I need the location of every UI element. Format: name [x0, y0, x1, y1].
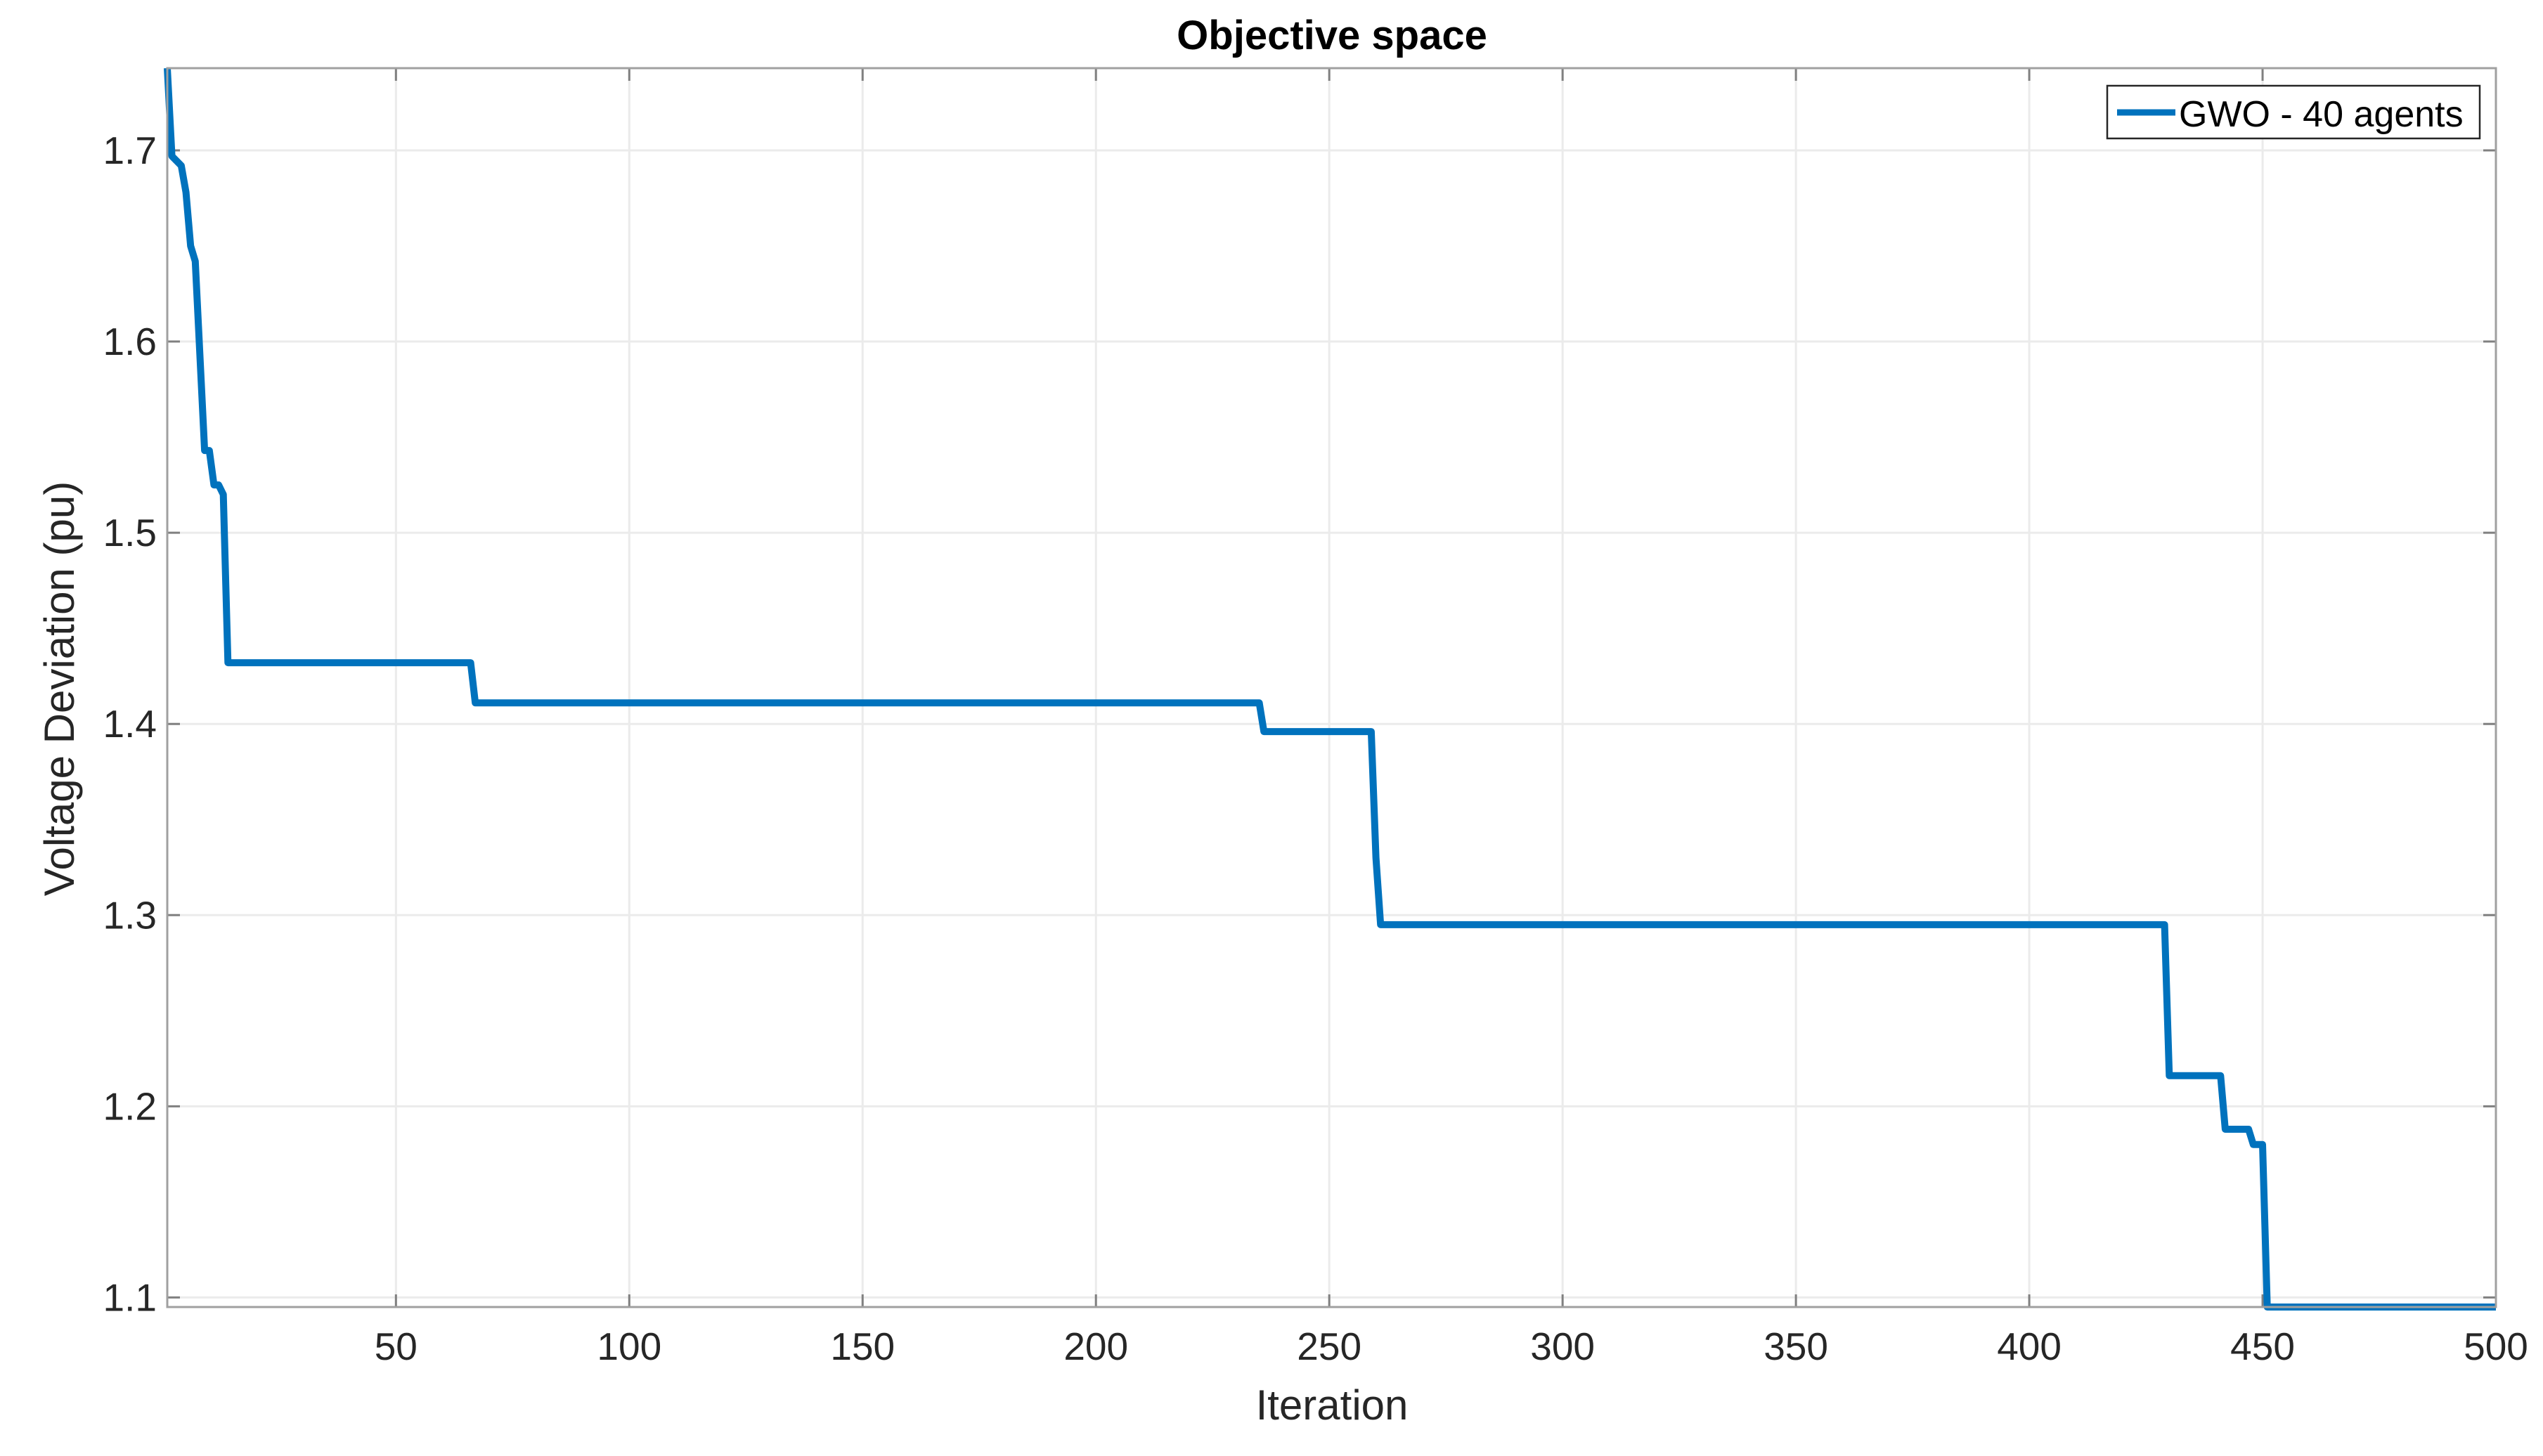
x-tick-label: 300 [1530, 1325, 1595, 1368]
y-tick-label: 1.4 [103, 702, 157, 746]
y-tick-label: 1.3 [103, 893, 157, 937]
x-tick-label: 150 [830, 1325, 895, 1368]
x-tick-label: 350 [1764, 1325, 1828, 1368]
legend-entry-label: GWO - 40 agents [2179, 94, 2464, 135]
series-layer [164, 67, 2496, 1311]
grid [167, 68, 2497, 1307]
x-tick-label: 500 [2464, 1325, 2528, 1368]
x-axis-label: Iteration [1256, 1382, 1409, 1429]
x-tick-label: 400 [1997, 1325, 2062, 1368]
y-axis-label: Voltage Deviation (pu) [36, 481, 83, 896]
legend[interactable]: GWO - 40 agents [2106, 84, 2481, 140]
chart-title: Objective space [1177, 13, 1487, 58]
x-tick-label: 250 [1297, 1325, 1361, 1368]
ticks: 50 100 150 200 250 300 350 400 450 500 1.1 1.2 1.3 1.… [103, 68, 2528, 1368]
y-tick-label: 1.1 [103, 1275, 157, 1319]
y-tick-label: 1.7 [103, 129, 157, 172]
y-tick-label: 1.2 [103, 1084, 157, 1128]
x-tick-label: 50 [375, 1325, 418, 1368]
y-tick-label: 1.6 [103, 320, 157, 363]
x-tick-label: 200 [1063, 1325, 1128, 1368]
series-line-gwo-40-agents [164, 67, 2496, 1311]
axes-box [166, 67, 2497, 1308]
y-tick-label: 1.5 [103, 511, 157, 554]
x-tick-label: 100 [597, 1325, 661, 1368]
x-tick-label: 450 [2230, 1325, 2295, 1368]
